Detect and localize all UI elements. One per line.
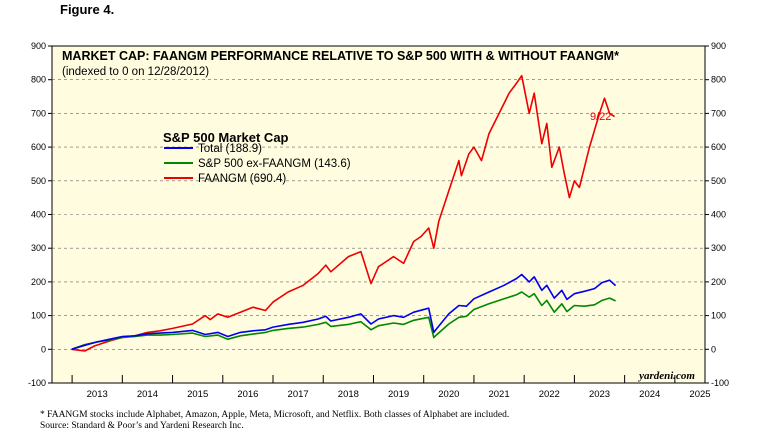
y-tick-label: 100 xyxy=(711,311,726,321)
y-tick-label: 300 xyxy=(31,243,46,253)
date-annotation: 9/22 xyxy=(590,111,611,123)
y-tick-label: 700 xyxy=(31,108,46,118)
y-tick-label: 0 xyxy=(41,344,46,354)
grid xyxy=(52,79,705,350)
legend-label: FAANGM (690.4) xyxy=(198,173,286,185)
y-tick-label: 500 xyxy=(31,176,46,186)
y-axis-right: -100 0 100 200 300 400 500 600 700 800 900 xyxy=(705,41,729,388)
figure-label: Figure 4. xyxy=(60,2,115,17)
legend-label: S&P 500 ex-FAANGM (143.6) xyxy=(198,158,351,170)
legend-label: Total (188.9) xyxy=(198,143,262,155)
series-line xyxy=(71,273,617,351)
y-tick-label: 400 xyxy=(711,210,726,220)
x-tick-label: 2021 xyxy=(488,389,509,400)
x-tick-label: 2016 xyxy=(237,389,258,400)
y-tick-label: 200 xyxy=(711,277,726,287)
series-line xyxy=(71,74,616,352)
x-tick-label: 2014 xyxy=(137,389,158,400)
y-tick-label: -100 xyxy=(711,378,729,388)
x-tick-label: 2018 xyxy=(338,389,359,400)
y-tick-label: 900 xyxy=(711,41,726,51)
chart-title: MARKET CAP: FAANGM PERFORMANCE RELATIVE … xyxy=(62,49,619,63)
y-tick-label: 400 xyxy=(31,210,46,220)
x-tick-label: 2019 xyxy=(388,389,409,400)
y-tick-label: 600 xyxy=(711,142,726,152)
y-tick-label: 800 xyxy=(31,75,46,85)
y-tick-label: 700 xyxy=(711,108,726,118)
y-tick-label: 0 xyxy=(711,344,716,354)
watermark: yardeni.com xyxy=(637,370,695,382)
y-tick-label: 500 xyxy=(711,176,726,186)
x-tick-label: 2023 xyxy=(589,389,610,400)
x-tick-label: 2017 xyxy=(288,389,309,400)
x-tick-label: 2024 xyxy=(639,389,660,400)
y-tick-label: 100 xyxy=(31,311,46,321)
y-tick-label: 600 xyxy=(31,142,46,152)
footnote: * FAANGM stocks include Alphabet, Amazon… xyxy=(40,410,509,432)
x-tick-label: 2015 xyxy=(187,389,208,400)
footnote-source: Source: Standard & Poor’s and Yardeni Re… xyxy=(40,421,244,431)
footnote-line-1: * FAANGM stocks include Alphabet, Amazon… xyxy=(40,410,510,420)
chart-subtitle: (indexed to 0 on 12/28/2012) xyxy=(62,66,209,78)
y-tick-label: 900 xyxy=(31,41,46,51)
series-line xyxy=(71,291,616,351)
y-axis-left: -100 0 100 200 300 400 500 600 700 800 900 xyxy=(28,41,52,388)
x-tick-label: 2022 xyxy=(539,389,560,400)
y-tick-label: 300 xyxy=(711,243,726,253)
legend-title: S&P 500 Market Cap xyxy=(163,130,289,145)
x-axis: 2013 2014 2015 2016 2017 2018 2019 2020 2021 2022… xyxy=(71,375,711,400)
y-tick-label: 200 xyxy=(31,277,46,287)
x-tick-label: 2025 xyxy=(689,389,710,400)
x-tick-label: 2020 xyxy=(438,389,459,400)
y-tick-label: -100 xyxy=(28,378,46,388)
y-tick-label: 800 xyxy=(711,75,726,85)
x-tick-label: 2013 xyxy=(87,389,108,400)
legend: S&P 500 Market Cap Total (188.9) S&P 500 … xyxy=(163,130,351,185)
series-lines xyxy=(71,74,617,352)
